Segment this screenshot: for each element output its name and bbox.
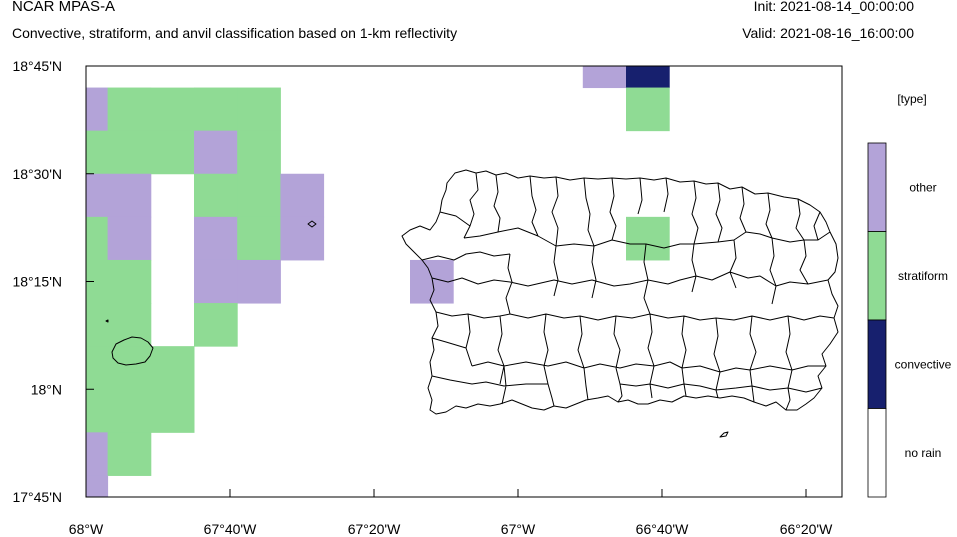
grid-cell-stratiform [86,346,109,390]
grid-cell-other [107,173,152,218]
longitude-axis: 68°W 67°40'W 67°20'W 67°W 66°40'W 66°20'W [69,489,833,537]
y-tick-label: 18°45'N [12,58,62,74]
y-tick-label: 18°N [31,381,62,397]
grid-cell-no-rain [150,66,194,88]
y-tick-label: 17°45'N [12,489,62,505]
grid-cell-stratiform [626,87,670,132]
legend-swatch [867,142,887,232]
grid-cell-other [237,259,281,304]
grid-cell-stratiform [150,389,195,433]
grid-cell-other [107,216,152,261]
y-tick-label: 18°30'N [12,166,62,182]
grid-cell-stratiform [107,346,152,390]
grid-cell-stratiform [626,216,670,261]
grid-cell-other [280,216,325,261]
x-tick-label: 67°W [501,521,536,537]
valid-time: Valid: 2021-08-16_16:00:00 [742,25,914,41]
grid-cell-other [86,87,109,132]
legend-swatch [867,319,887,409]
grid-cell-other [194,216,238,261]
grid-cell-other [194,130,238,175]
grid-cell-stratiform [237,173,281,218]
grid-cell-stratiform [150,130,195,175]
x-tick-label: 66°40'W [636,521,689,537]
grid-cell-stratiform [107,259,152,304]
grid-cell-stratiform [150,346,195,390]
grid-cell-stratiform [194,173,238,218]
caja-de-muertos [719,431,729,438]
grid-cell-stratiform [150,87,195,132]
model-title: NCAR MPAS-A [12,0,116,15]
y-tick-label: 18°15'N [12,274,62,290]
grid-cell-other [86,173,109,218]
legend-swatch [867,231,887,321]
legend-swatch [867,408,887,498]
x-tick-label: 68°W [69,521,104,537]
grid-cell-stratiform [194,87,238,132]
latitude-axis: 18°45'N 18°30'N 18°15'N 18°N 17°45'N [12,58,94,505]
grid-cell-stratiform [86,259,109,304]
x-tick-label: 67°20'W [348,521,401,537]
mona-island [111,336,154,366]
grid-cell-convective [626,66,670,89]
grid-cell-other [194,259,238,304]
grid-cell-stratiform [107,87,152,132]
grid-cell-stratiform [86,216,109,261]
grid-cell-stratiform [237,87,281,132]
grid-cell-other [86,475,109,497]
grid-cell-stratiform [107,130,152,175]
coastline-and-municipal-boundaries [105,169,839,438]
type-legend: [type] other stratiform convective no rain [867,92,952,498]
grid-cell-stratiform [86,389,109,433]
x-tick-label: 67°40'W [204,521,257,537]
grid-cell-stratiform [86,130,109,175]
grid-cell-other [86,432,109,476]
grid-cell-other [582,66,627,89]
legend-title: [type] [897,92,926,106]
monito-islet [105,319,109,323]
island-outline [401,169,839,415]
legend-label: no rain [905,446,942,460]
classification-grid [86,66,670,497]
grid-cell-stratiform [237,130,281,175]
municipal-boundaries [421,172,835,411]
init-time: Init: 2021-08-14_00:00:00 [753,0,914,14]
map-subtitle: Convective, stratiform, and anvil classi… [12,25,458,41]
legend-label: other [909,180,936,194]
grid-cell-stratiform [107,432,152,476]
grid-cell-stratiform [194,303,238,347]
grid-cell-other [280,173,325,218]
grid-cell-stratiform [107,389,152,433]
grid-cell-stratiform [86,303,109,347]
legend-label: convective [895,357,952,371]
legend-label: stratiform [898,269,948,283]
desecheo-island [307,220,317,228]
grid-cell-stratiform [237,216,281,261]
x-tick-label: 66°20'W [780,521,833,537]
